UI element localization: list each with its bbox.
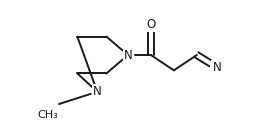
Text: N: N xyxy=(93,85,102,98)
Text: O: O xyxy=(146,18,156,31)
Text: N: N xyxy=(123,49,132,61)
Text: CH₃: CH₃ xyxy=(38,110,59,120)
Text: N: N xyxy=(212,61,221,74)
